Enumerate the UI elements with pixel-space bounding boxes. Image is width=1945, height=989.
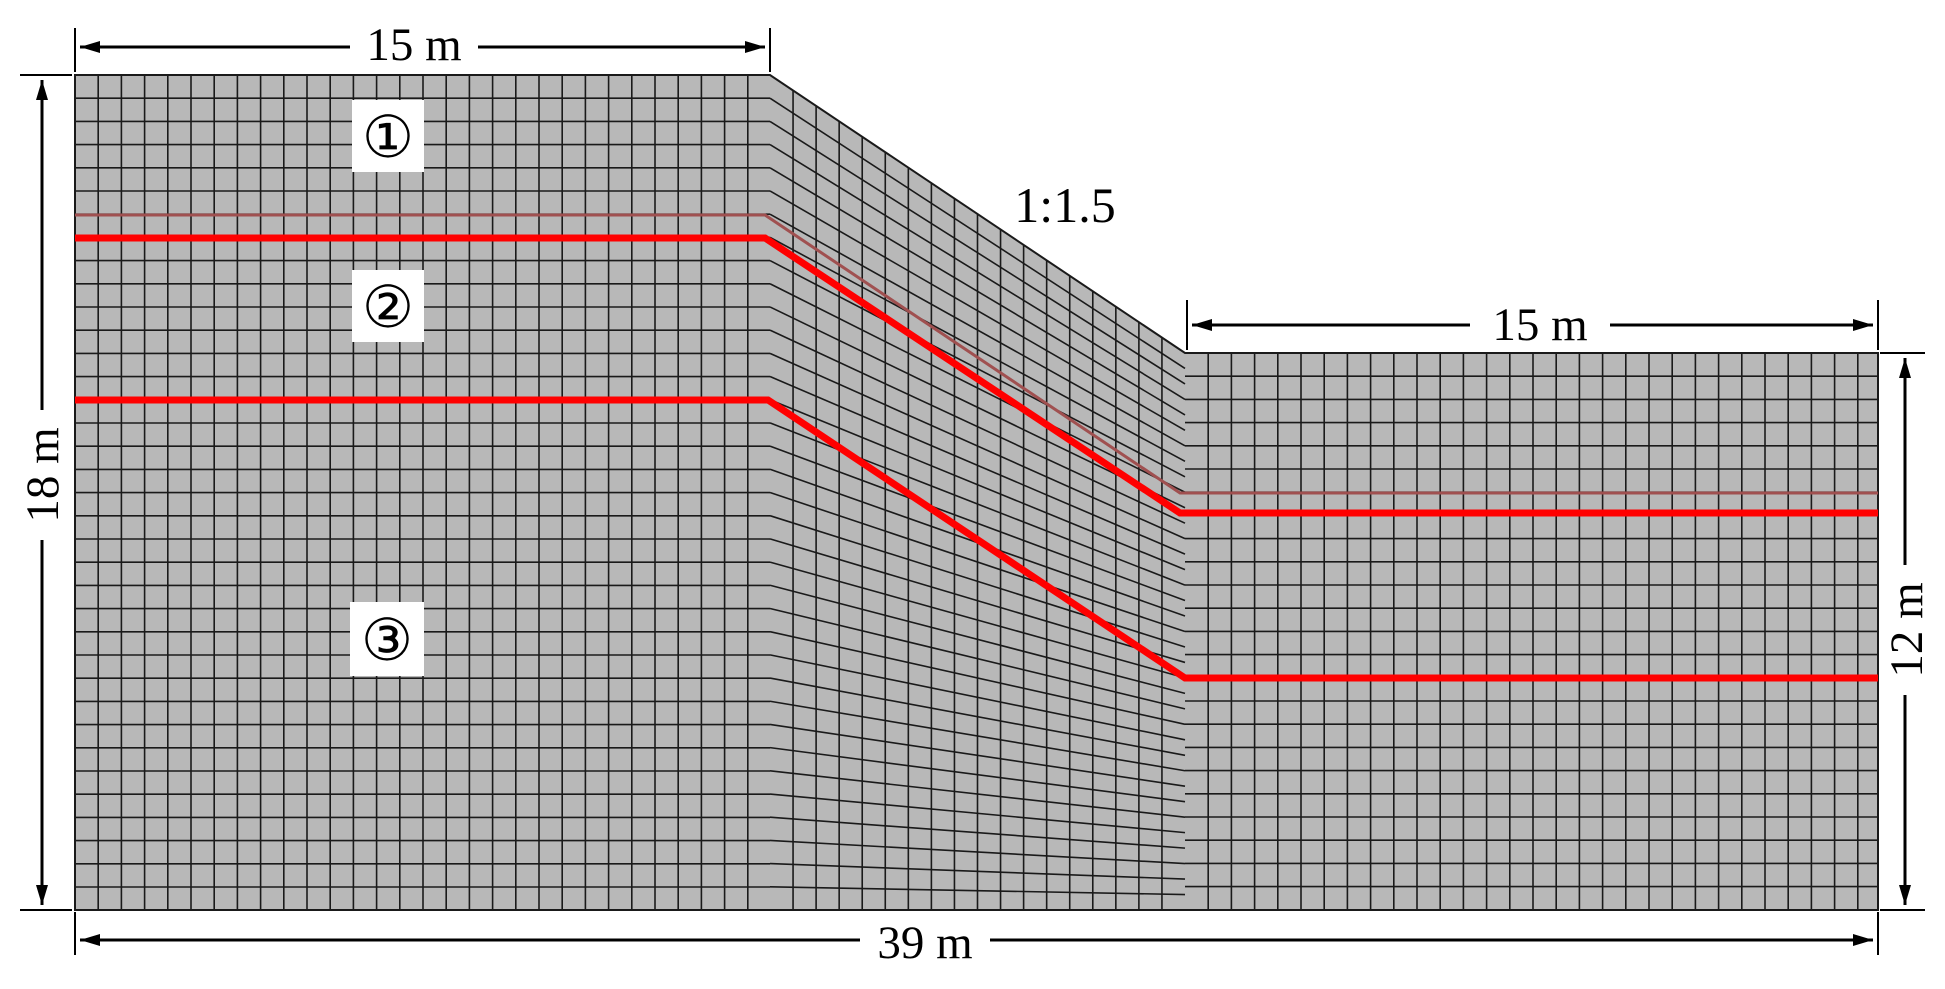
thin-interface-line — [75, 213, 1878, 495]
right-width-label: 15 m — [1492, 299, 1587, 351]
layer-label-2: ② — [352, 270, 424, 342]
layer-label-3: ③ — [350, 602, 424, 676]
layer-label-1-text: ① — [362, 105, 414, 170]
top-width-label: 15 m — [366, 19, 461, 71]
interface-line-2-3 — [75, 396, 1878, 682]
layer-label-1: ① — [352, 100, 424, 172]
right-height-label: 12 m — [1881, 582, 1933, 677]
layer-label-3-text: ③ — [361, 608, 413, 673]
interface-line-1-2 — [75, 234, 1878, 517]
left-height-label: 18 m — [17, 427, 69, 522]
layer-label-2-text: ② — [362, 275, 414, 340]
total-width-label: 39 m — [877, 917, 972, 969]
slope-ratio-label: 1:1.5 — [1014, 177, 1115, 233]
